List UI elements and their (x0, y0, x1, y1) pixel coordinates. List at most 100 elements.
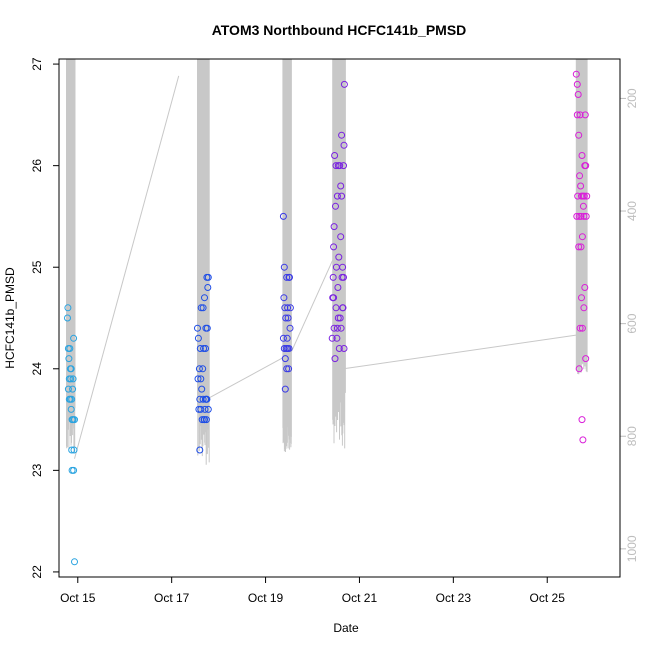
data-point (195, 365, 203, 373)
data-point (576, 172, 584, 180)
data-point (65, 355, 73, 363)
data-point (284, 304, 292, 312)
x-axis-label: Date (333, 621, 359, 635)
data-point (282, 314, 290, 322)
trace-link-line (290, 247, 339, 352)
x-tick-label: Oct 23 (436, 591, 472, 605)
data-point (336, 162, 344, 170)
data-point (580, 304, 588, 312)
data-point (335, 253, 343, 261)
data-point (64, 385, 72, 393)
data-point (285, 345, 293, 352)
secondary-y-tick-label: 200 (625, 88, 639, 108)
y-axis-label: HCFC141b_PMSD (3, 267, 17, 369)
data-point (203, 324, 211, 332)
data-point (68, 395, 76, 403)
data-point (582, 355, 590, 363)
data-point (330, 223, 338, 231)
data-point (281, 385, 289, 393)
data-point (582, 162, 590, 170)
data-point (340, 162, 347, 170)
data-point (576, 324, 584, 332)
secondary-y-axis: 200 400 600 800 1000 (620, 88, 639, 562)
data-point (279, 334, 287, 342)
data-point (575, 131, 583, 139)
y-tick-label: 27 (30, 57, 44, 71)
data-point (577, 182, 585, 190)
data-point (340, 80, 348, 88)
data-point (194, 334, 202, 342)
data-point (70, 466, 78, 474)
y-axis: 22 23 24 25 26 27 (30, 57, 59, 579)
trace-link-line (200, 356, 284, 403)
data-point (330, 324, 338, 332)
data-point (194, 324, 201, 332)
data-point (202, 416, 210, 424)
y-tick-label: 23 (30, 463, 44, 477)
data-point (340, 141, 348, 149)
plot-frame (58, 58, 621, 578)
data-point (283, 365, 291, 373)
data-point (67, 405, 75, 413)
data-point (283, 273, 291, 281)
data-point (582, 212, 590, 220)
data-point (334, 314, 342, 322)
data-point (578, 233, 586, 241)
data-point (284, 314, 292, 322)
data-point (68, 446, 76, 454)
secondary-y-tick-label: 1000 (625, 535, 639, 562)
data-point (332, 162, 340, 170)
data-point (202, 345, 209, 352)
data-point (201, 405, 209, 413)
data-point (285, 365, 293, 373)
data-point (197, 375, 205, 383)
data-point (331, 355, 339, 363)
data-point (337, 324, 345, 332)
data-point (337, 182, 345, 190)
data-point (330, 294, 338, 302)
data-point (280, 345, 288, 352)
data-point (583, 192, 591, 200)
data-point (581, 284, 589, 291)
trace-link-line (344, 334, 578, 370)
y-tick-label: 26 (30, 159, 44, 173)
chart-title: ATOM3 Northbound HCFC141b_PMSD (212, 22, 467, 38)
data-point (198, 385, 206, 393)
data-point (194, 375, 202, 383)
data-point (575, 212, 583, 220)
data-point (199, 365, 207, 373)
y-tick-label: 22 (30, 565, 44, 579)
secondary-y-tick-label: 600 (625, 313, 639, 333)
data-point (281, 355, 289, 363)
data-point (331, 152, 339, 159)
data-point (338, 131, 346, 139)
data-point (578, 416, 586, 424)
x-tick-label: Oct 19 (248, 591, 284, 605)
data-point (339, 304, 347, 312)
data-point (66, 345, 74, 352)
data-point (204, 273, 212, 281)
data-point (578, 294, 585, 302)
data-point (336, 314, 344, 322)
data-point (577, 243, 585, 251)
data-point (339, 263, 347, 271)
data-point (204, 284, 212, 291)
data-point (69, 375, 77, 383)
secondary-trace (66, 58, 588, 465)
data-point (579, 202, 587, 210)
data-point (200, 345, 208, 352)
data-point (280, 263, 288, 271)
data-point (197, 304, 205, 312)
data-point (334, 284, 342, 291)
x-tick-label: Oct 17 (154, 591, 190, 605)
data-point (64, 314, 71, 322)
data-points (64, 70, 591, 566)
data-point (197, 405, 205, 413)
data-point (332, 202, 339, 210)
data-point (196, 446, 204, 454)
data-point (67, 375, 75, 383)
data-point (340, 273, 347, 281)
data-point (198, 416, 206, 424)
data-point (286, 324, 294, 332)
data-point (199, 304, 207, 312)
